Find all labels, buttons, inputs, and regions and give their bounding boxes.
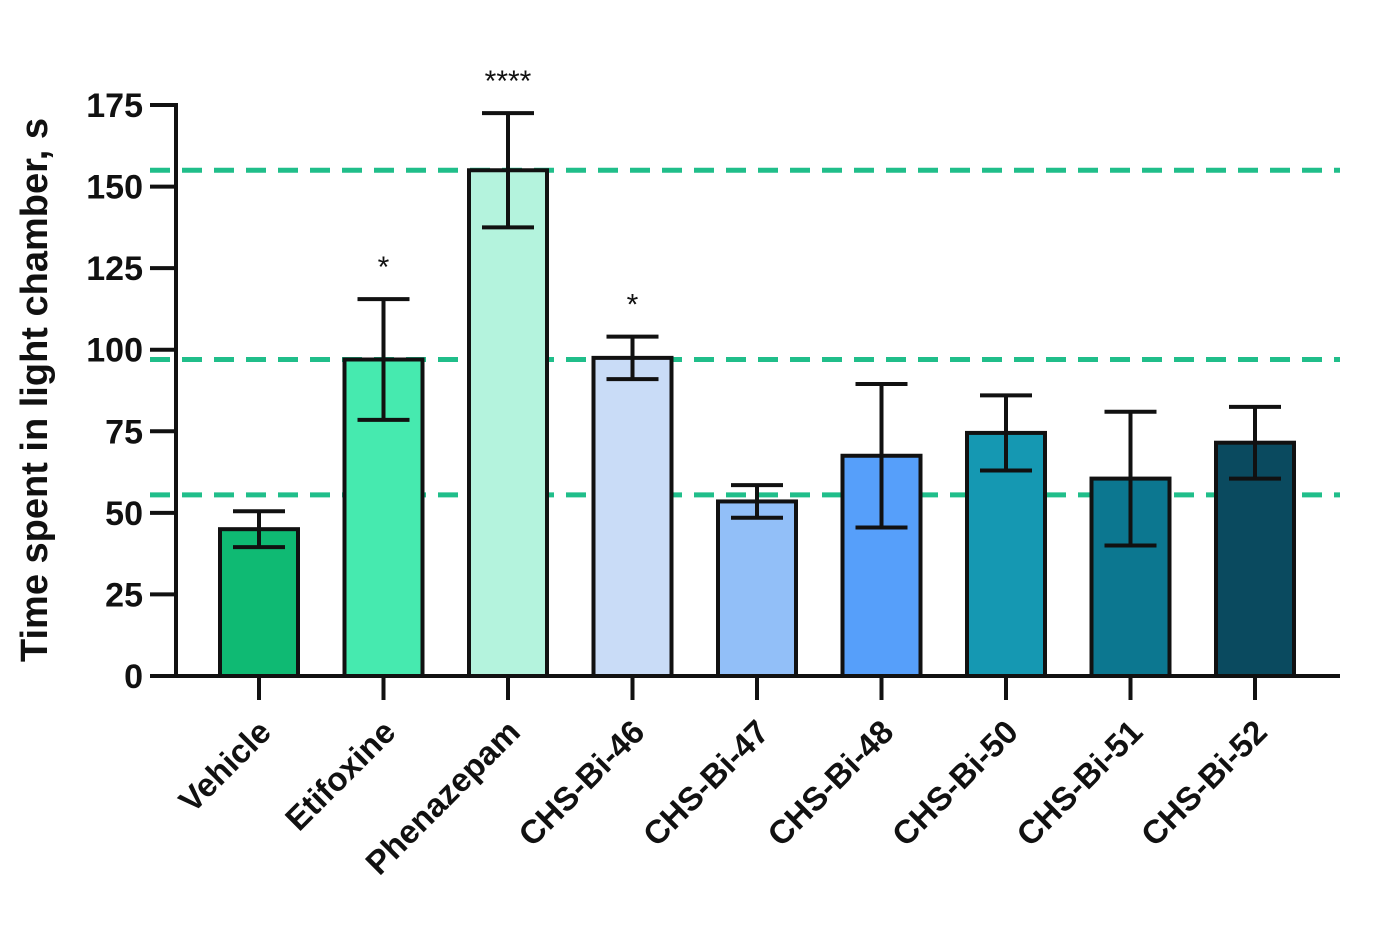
error-bar-chs-bi-50 [980, 393, 1032, 473]
error-bar-vehicle [233, 509, 285, 550]
error-bar-chs-bi-51 [1104, 409, 1157, 548]
error-bar-phenazepam [482, 111, 534, 230]
x-tick-label-chs-bi-52: CHS-Bi-52 [1134, 713, 1274, 853]
y-tick-label-25: 25 [105, 576, 143, 614]
y-axis-title: Time spent in light chamber, s [14, 118, 56, 662]
y-tick-label-150: 150 [86, 169, 143, 207]
error-bar-chs-bi-48 [855, 381, 908, 530]
y-tick-label-50: 50 [105, 495, 143, 533]
y-axis-ticks: 0 25 50 75 100 125 150 175 [86, 87, 176, 696]
significance-chs-bi-46: * [627, 289, 639, 322]
x-tick-label-chs-bi-47: CHS-Bi-47 [636, 713, 776, 853]
axes [150, 103, 1340, 678]
y-tick-label-100: 100 [86, 332, 143, 370]
reference-lines [150, 167, 1340, 498]
bars [218, 168, 1296, 679]
x-tick-label-chs-bi-48: CHS-Bi-48 [760, 713, 900, 853]
x-tick-label-chs-bi-46: CHS-Bi-46 [511, 713, 651, 853]
bar-chs-bi-47 [716, 499, 798, 678]
error-bar-etifoxine [357, 297, 410, 422]
x-tick-label-chs-bi-50: CHS-Bi-50 [885, 713, 1025, 853]
x-tick-label-vehicle: Vehicle [171, 713, 278, 820]
x-tick-label-etifoxine: Etifoxine [278, 713, 403, 838]
y-tick-label-0: 0 [124, 658, 143, 696]
x-axis-ticks: Vehicle EtifoxinePhenazepamCHS-Bi-46CHS-B… [171, 676, 1274, 882]
significance-etifoxine: * [378, 251, 390, 284]
bar-chs-bi-50 [965, 430, 1047, 678]
bar-phenazepam [467, 168, 549, 678]
bar-vehicle [218, 527, 300, 679]
significance-markers: ****** [378, 65, 639, 322]
error-bar-chs-bi-46 [606, 334, 659, 382]
y-tick-label-125: 125 [86, 250, 143, 288]
bar-chs-bi-46 [591, 355, 674, 678]
error-bar-chs-bi-52 [1229, 404, 1281, 481]
error-bar-chs-bi-47 [731, 483, 783, 520]
error-bars [233, 111, 1281, 550]
significance-phenazepam: **** [485, 65, 532, 98]
y-tick-label-75: 75 [105, 413, 143, 451]
x-tick-label-chs-bi-51: CHS-Bi-51 [1009, 713, 1149, 853]
y-tick-label-175: 175 [86, 87, 143, 125]
